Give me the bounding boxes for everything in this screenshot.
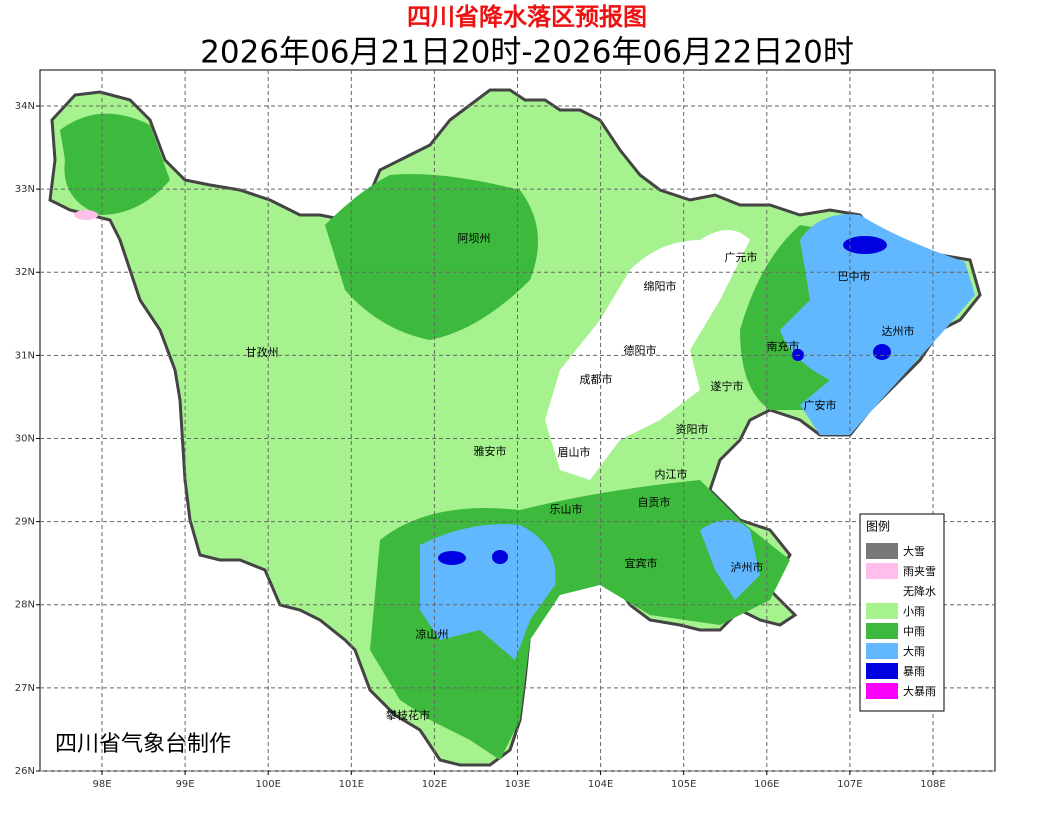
- x-tick-label: 101E: [339, 779, 364, 790]
- moderate-rain: [60, 113, 170, 215]
- legend-label: 雨夹雪: [903, 565, 936, 578]
- x-tick-label: 98E: [92, 779, 111, 790]
- y-tick-label: 32N: [15, 267, 35, 278]
- city-label: 广元市: [725, 250, 758, 264]
- legend-label: 大雨: [903, 644, 925, 658]
- city-label: 资阳市: [676, 422, 709, 436]
- x-tick-label: 102E: [422, 779, 447, 790]
- x-tick-label: 105E: [671, 779, 696, 790]
- x-tick-label: 106E: [754, 779, 779, 790]
- legend-swatch: [866, 563, 898, 579]
- y-tick-label: 31N: [15, 350, 35, 361]
- city-label: 攀枝花市: [386, 708, 430, 722]
- city-label: 凉山州: [416, 627, 449, 641]
- ticks: 98E 99E 100E 101E 102E 103E 104E 105E 106E 107E 10…: [15, 101, 946, 790]
- legend-label: 无降水: [903, 584, 936, 598]
- heavy-rain: [700, 520, 760, 600]
- x-tick-label: 108E: [920, 779, 945, 790]
- y-tick-label: 29N: [15, 517, 35, 528]
- city-label: 雅安市: [474, 444, 507, 458]
- map-area: [48, 88, 982, 767]
- city-label: 遂宁市: [711, 379, 744, 393]
- torrential-rain: [492, 550, 508, 564]
- y-tick-label: 28N: [15, 600, 35, 611]
- grid: [40, 70, 995, 772]
- x-tick-label: 104E: [588, 779, 613, 790]
- moderate-rain: [325, 174, 538, 340]
- x-tick-label: 103E: [505, 779, 530, 790]
- legend-swatch: [866, 683, 898, 699]
- legend-label: 大雪: [903, 544, 925, 558]
- legend-label: 中雨: [903, 625, 925, 638]
- legend-swatch: [866, 543, 898, 559]
- city-label: 南充市: [767, 339, 800, 353]
- y-tick-label: 34N: [15, 101, 35, 112]
- city-label: 达州市: [882, 324, 915, 338]
- legend-label: 暴雨: [903, 665, 925, 678]
- footer: 四川省气象台制作: [55, 732, 231, 757]
- city-label: 德阳市: [624, 343, 657, 357]
- heavy-rain: [780, 214, 975, 435]
- city-label: 眉山市: [558, 445, 591, 459]
- city-label: 内江市: [655, 467, 688, 481]
- city-label: 泸州市: [731, 560, 764, 574]
- legend-swatch: [866, 603, 898, 619]
- title: 四川省降水落区预报图: [407, 3, 647, 31]
- city-label: 自贡市: [638, 495, 671, 509]
- city-label: 广安市: [804, 398, 837, 412]
- city-label: 成都市: [580, 372, 613, 386]
- city-label: 乐山市: [550, 502, 583, 516]
- city-label: 巴中市: [838, 269, 871, 283]
- sleet: [74, 210, 98, 220]
- torrential-rain: [843, 236, 887, 254]
- city-label: 宜宾市: [625, 556, 658, 570]
- y-tick-label: 27N: [15, 683, 35, 694]
- x-tick-label: 100E: [255, 779, 280, 790]
- x-tick-label: 107E: [837, 779, 862, 790]
- legend-swatch: [866, 663, 898, 679]
- subtitle: 2026年06月21日20时-2026年06月22日20时: [200, 35, 854, 71]
- y-tick-label: 33N: [15, 184, 35, 195]
- y-tick-label: 30N: [15, 433, 35, 444]
- legend-swatch: [865, 582, 899, 600]
- legend-label: 大暴雨: [903, 684, 936, 698]
- torrential-rain: [438, 551, 466, 565]
- no-rain: [545, 230, 750, 480]
- city-label: 阿坝州: [458, 231, 491, 245]
- legend-label: 小雨: [903, 605, 925, 618]
- legend-title: 图例: [866, 520, 890, 534]
- city-label: 甘孜州: [246, 345, 279, 359]
- y-tick-label: 26N: [15, 766, 35, 777]
- legend-swatch: [866, 643, 898, 659]
- legend-swatch: [866, 623, 898, 639]
- torrential-rain: [873, 344, 891, 360]
- x-tick-label: 99E: [176, 779, 195, 790]
- city-label: 绵阳市: [644, 279, 677, 293]
